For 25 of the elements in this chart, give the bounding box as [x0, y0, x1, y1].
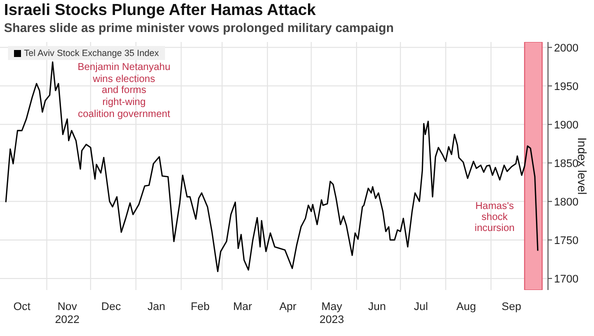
x-tick-label: Jun	[368, 301, 386, 313]
y-tick-label: 1700	[554, 273, 578, 286]
y-tick-label: 1950	[554, 80, 578, 93]
y-tick-label: 1850	[554, 158, 578, 170]
y-tick-label: 1800	[554, 196, 578, 208]
line-series	[5, 61, 538, 272]
x-tick-label: Feb	[190, 301, 210, 313]
annotation: Benjamin Netanyahu wins elections and forms right-wing coalition government	[78, 62, 170, 121]
band-label: Hamas's shock incursion	[474, 201, 515, 234]
y-tick-label: 1750	[554, 234, 578, 247]
x-tick-label: Jan	[147, 301, 166, 313]
x-tick-label: Mar	[233, 301, 252, 313]
x-tick-label: May 2023	[319, 301, 344, 326]
x-tick-label: Nov 2022	[54, 301, 80, 326]
legend-label: Tel Aviv Stock Exchange 35 Index	[24, 48, 159, 58]
x-tick-label: Dec	[101, 301, 122, 313]
x-tick-label: Aug	[456, 301, 476, 313]
x-tick-label: Oct	[13, 301, 30, 313]
x-tick-label: Jul	[414, 301, 428, 313]
x-tick-label: Apr	[279, 301, 297, 313]
y-tick-label: 1900	[554, 119, 578, 132]
x-tick-label: Sep	[502, 301, 522, 313]
y-tick-label: 2000	[554, 42, 578, 54]
chart-title: Israeli Stocks Plunge After Hamas Attack	[4, 2, 316, 20]
chart-subtitle: Shares slide as prime minister vows prolonged military campaign	[4, 21, 394, 35]
